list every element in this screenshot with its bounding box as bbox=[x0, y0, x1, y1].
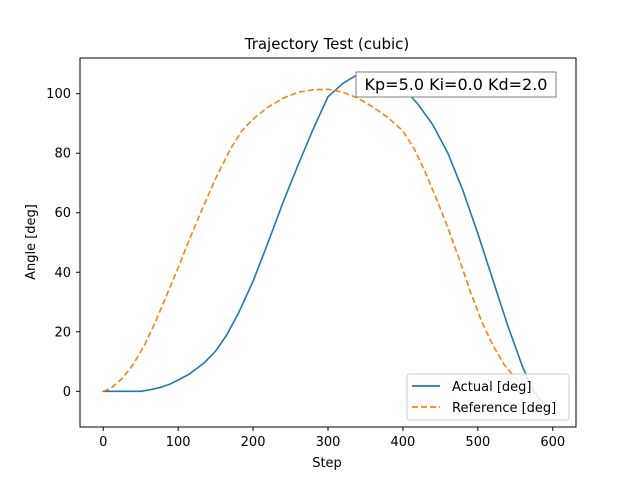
series-line-reference bbox=[102, 88, 535, 393]
x-tick-label: 500 bbox=[465, 435, 490, 450]
x-tick-label: 0 bbox=[99, 435, 107, 450]
y-tick-label: 20 bbox=[54, 325, 71, 340]
legend: Actual [deg] Reference [deg] bbox=[406, 373, 570, 421]
annotation-frame bbox=[355, 71, 557, 98]
y-axis-title: Angle [deg] bbox=[24, 204, 39, 280]
y-tick-label: 0 bbox=[63, 385, 71, 400]
x-axis-title: Step bbox=[312, 456, 342, 471]
y-tick-label: 100 bbox=[46, 87, 71, 102]
x-tick-label: 300 bbox=[316, 435, 341, 450]
x-tick-label: 600 bbox=[540, 435, 565, 450]
annotation-text: Kp=5.0 Ki=0.0 Kd=2.0 bbox=[365, 75, 548, 94]
legend-frame bbox=[406, 373, 570, 421]
x-tick-label: 200 bbox=[241, 435, 266, 450]
axis-ticks: 0 100 200 300 400 500 600 0 20 40 60 80 100 bbox=[46, 87, 565, 450]
x-tick-label: 400 bbox=[391, 435, 416, 450]
annotation-box: Kp=5.0 Ki=0.0 Kd=2.0 bbox=[355, 71, 557, 98]
y-tick-label: 80 bbox=[54, 147, 71, 162]
x-tick-label: 100 bbox=[166, 435, 191, 450]
series-line-actual bbox=[102, 72, 550, 409]
chart-title: Trajectory Test (cubic) bbox=[244, 35, 410, 53]
y-tick-label: 60 bbox=[54, 206, 71, 221]
y-tick-label: 40 bbox=[54, 266, 71, 281]
legend-label-reference: Reference [deg] bbox=[452, 401, 556, 416]
legend-label-actual: Actual [deg] bbox=[452, 380, 532, 395]
